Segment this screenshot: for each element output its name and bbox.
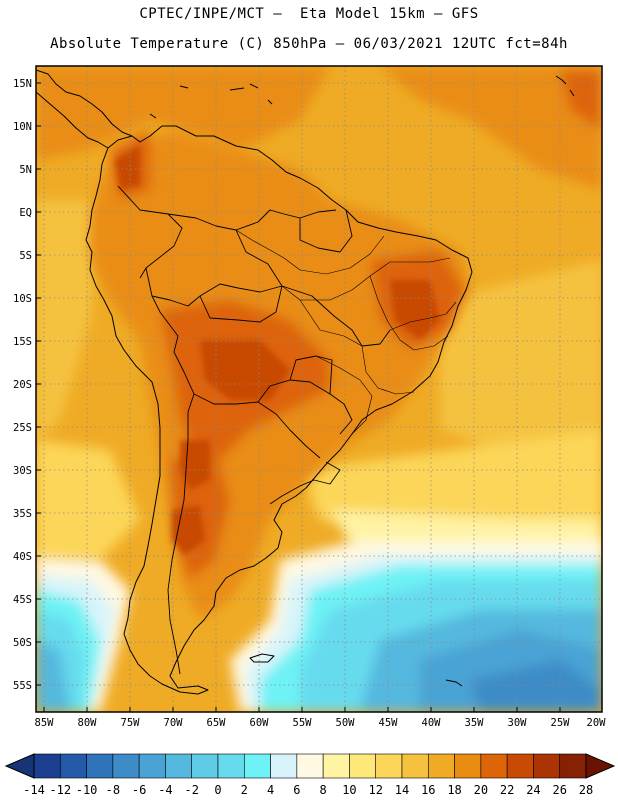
caribbean-islands (149, 75, 575, 119)
colorbar-label: 0 (214, 783, 221, 797)
lat-label-40s: 40S (13, 551, 32, 563)
temperature-field (36, 66, 602, 712)
lon-label-20w: 20W (587, 717, 607, 729)
brazil-state-borders (235, 229, 457, 435)
colorbar-label: 22 (500, 783, 514, 797)
colorbar-swatch (322, 753, 350, 779)
colorbar-swatch (454, 753, 482, 779)
lat-label-55s: 55S (13, 680, 32, 692)
lat-label-10s: 10S (13, 293, 32, 305)
colorbar-right-arrow (585, 753, 616, 779)
lat-label-50s: 50S (13, 637, 32, 649)
map-frame (35, 65, 603, 713)
colorbar-swatch (191, 753, 219, 779)
lon-label-25w: 25W (551, 717, 571, 729)
falkland-islands (249, 653, 275, 663)
colorbar-swatch (480, 753, 508, 779)
lat-label-eq: EQ (19, 207, 32, 219)
colorbar-label: -8 (106, 783, 120, 797)
colorbar-swatch (243, 753, 271, 779)
colorbar-label: 10 (342, 783, 356, 797)
colorbar-label: 18 (447, 783, 461, 797)
colorbar-label: 2 (241, 783, 248, 797)
colorbar-swatch (427, 753, 455, 779)
colorbar-label: -14 (23, 783, 45, 797)
colorbar-label: 14 (395, 783, 409, 797)
colorbar-swatch (349, 753, 377, 779)
lon-label-85w: 85W (35, 717, 55, 729)
lon-label-60w: 60W (250, 717, 270, 729)
colorbar-swatch (33, 753, 61, 779)
colorbar-swatch (533, 753, 561, 779)
colorbar-label: 28 (579, 783, 593, 797)
lat-label-45s: 45S (13, 594, 32, 606)
map-title-variable: Absolute Temperature (C) 850hPa – 06/03/… (50, 36, 568, 52)
colorbar-label: 20 (474, 783, 488, 797)
lat-label-25s: 25S (13, 422, 32, 434)
temperature-colorbar: -14 -12 -10 -8 -6 -4 -2 0 2 4 6 8 10 12 14 16 18 20 22 24 26… (4, 753, 616, 797)
colorbar-label: -12 (49, 783, 71, 797)
colorbar-swatch (401, 753, 429, 779)
lon-label-50w: 50W (336, 717, 356, 729)
lon-label-40w: 40W (422, 717, 442, 729)
colorbar-swatch (506, 753, 534, 779)
lon-label-30w: 30W (508, 717, 528, 729)
lat-label-5s: 5S (19, 250, 32, 262)
central-america-coastline (36, 69, 133, 149)
colorbar-swatch (375, 753, 403, 779)
colorbar-swatch (296, 753, 324, 779)
colorbar-label: 6 (293, 783, 300, 797)
colorbar-swatch (112, 753, 140, 779)
lat-label-15n: 15N (13, 78, 32, 90)
lon-label-80w: 80W (78, 717, 98, 729)
lat-label-5n: 5N (19, 164, 32, 176)
colorbar-label: 24 (526, 783, 540, 797)
colorbar-swatch (559, 753, 587, 779)
lat-label-20s: 20S (13, 379, 32, 391)
colorbar-label: -6 (132, 783, 146, 797)
map-title-model: CPTEC/INPE/MCT – Eta Model 15km – GFS (139, 6, 479, 22)
lon-label-70w: 70W (164, 717, 184, 729)
colorbar-label: -10 (76, 783, 98, 797)
colorbar-swatch (217, 753, 245, 779)
south-america-coastline (85, 125, 473, 695)
lon-label-35w: 35W (465, 717, 485, 729)
colorbar-label: 4 (267, 783, 274, 797)
colorbar-label: -2 (184, 783, 198, 797)
lon-label-45w: 45W (379, 717, 399, 729)
temperature-map: 15N 10N 5N EQ 5S 10S 15S 20S 25S 30S 35S… (13, 65, 607, 729)
lon-label-55w: 55W (293, 717, 313, 729)
colorbar-swatch (86, 753, 114, 779)
south-georgia-island (445, 679, 463, 687)
colorbar-label: 8 (320, 783, 327, 797)
colorbar-swatch (138, 753, 166, 779)
lon-label-75w: 75W (121, 717, 141, 729)
lat-label-10n: 10N (13, 121, 32, 133)
colorbar-label: -4 (158, 783, 172, 797)
lat-label-30s: 30S (13, 465, 32, 477)
lon-label-65w: 65W (207, 717, 227, 729)
lat-label-35s: 35S (13, 508, 32, 520)
colorbar-swatch (59, 753, 87, 779)
colorbar-left-arrow (4, 753, 35, 779)
colorbar-label: 26 (552, 783, 566, 797)
lat-label-15s: 15S (13, 336, 32, 348)
colorbar-swatch (165, 753, 193, 779)
colorbar-label: 12 (368, 783, 382, 797)
colorbar-label: 16 (421, 783, 435, 797)
colorbar-swatch (270, 753, 298, 779)
